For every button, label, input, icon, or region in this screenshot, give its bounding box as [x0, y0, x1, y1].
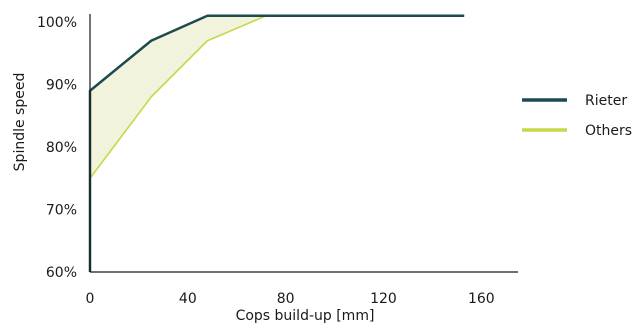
- y-tick-label: 60%: [46, 265, 77, 281]
- x-tick-label: 160: [468, 291, 495, 307]
- y-tick-labels: 100% 90% 80% 70% 60%: [37, 15, 77, 281]
- legend: Rieter Others: [522, 93, 632, 139]
- x-tick-label: 80: [277, 291, 295, 307]
- x-axis-title: Cops build-up [mm]: [236, 308, 375, 324]
- area-between-series: [90, 15, 465, 272]
- y-axis-title: Spindle speed: [12, 73, 28, 172]
- y-tick-label: 80%: [46, 140, 77, 156]
- x-tick-label: 120: [370, 291, 397, 307]
- area-between-series: [90, 15, 465, 272]
- x-tick-labels: 0 40 80 120 160: [86, 291, 495, 307]
- legend-label-others: Others: [585, 123, 632, 139]
- x-tick-label: 40: [179, 291, 197, 307]
- axes: [89, 14, 518, 273]
- x-tick-label: 0: [86, 291, 95, 307]
- y-tick-label: 90%: [46, 78, 77, 94]
- y-tick-label: 100%: [37, 15, 77, 31]
- y-tick-label: 70%: [46, 203, 77, 219]
- legend-label-rieter: Rieter: [585, 93, 627, 109]
